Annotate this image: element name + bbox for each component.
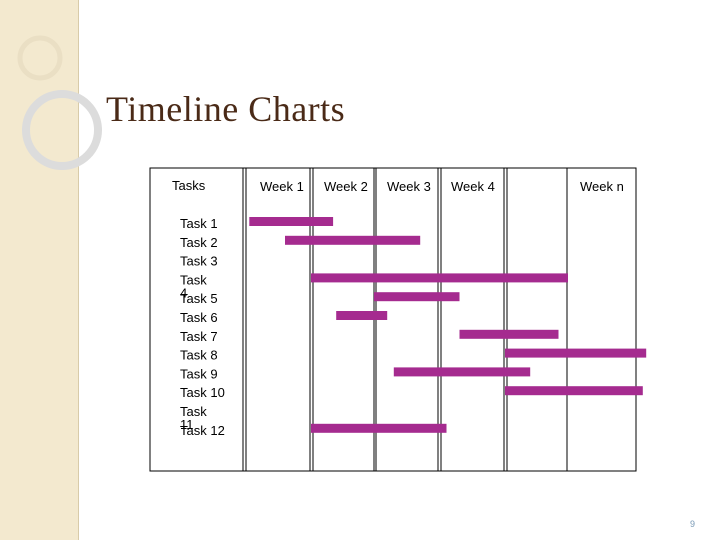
- task-label: Task 1: [180, 216, 218, 231]
- task-bar: [285, 235, 421, 245]
- task-bar: [374, 292, 460, 302]
- chart-frame: [149, 167, 637, 472]
- week-header: Week 4: [451, 179, 495, 194]
- week-header: Week 3: [387, 179, 431, 194]
- task-label: Task 5: [180, 291, 218, 306]
- task-label: Task 12: [180, 423, 225, 438]
- task-bar: [249, 217, 334, 226]
- task-bar: [311, 423, 447, 433]
- decorative-ring-large: [22, 90, 102, 170]
- task-bars: [249, 217, 647, 433]
- task-bar: [459, 329, 559, 339]
- task-label: Task 11: [180, 404, 207, 432]
- decorative-ring-small: [17, 35, 63, 81]
- task-label: Task 7: [180, 329, 218, 344]
- slide-title: Timeline Charts: [106, 89, 346, 129]
- task-label: Task 2: [180, 235, 218, 250]
- side-band: [0, 0, 78, 540]
- task-label: Task 6: [180, 310, 218, 325]
- side-band-edge: [78, 0, 79, 540]
- task-bar: [336, 311, 388, 320]
- decorative-rings: [17, 35, 102, 170]
- task-label: Task 9: [180, 366, 218, 381]
- task-bar: [311, 273, 568, 283]
- task-label: Task 10: [180, 385, 225, 400]
- task-label: Task 8: [180, 348, 218, 363]
- task-bar: [393, 367, 531, 377]
- week-header: Week 1: [260, 179, 304, 194]
- week-headers: Week 1 Week 2 Week 3 Week 4 Week n: [260, 179, 624, 194]
- tasks-header: Tasks: [172, 178, 206, 193]
- task-bar: [505, 386, 643, 396]
- task-bar: [505, 348, 647, 358]
- page-number: 9: [690, 519, 696, 529]
- week-header: Week 2: [324, 179, 368, 194]
- week-header: Week n: [580, 179, 624, 194]
- task-label: Task 3: [180, 254, 218, 269]
- task-label: Task 4: [180, 272, 207, 300]
